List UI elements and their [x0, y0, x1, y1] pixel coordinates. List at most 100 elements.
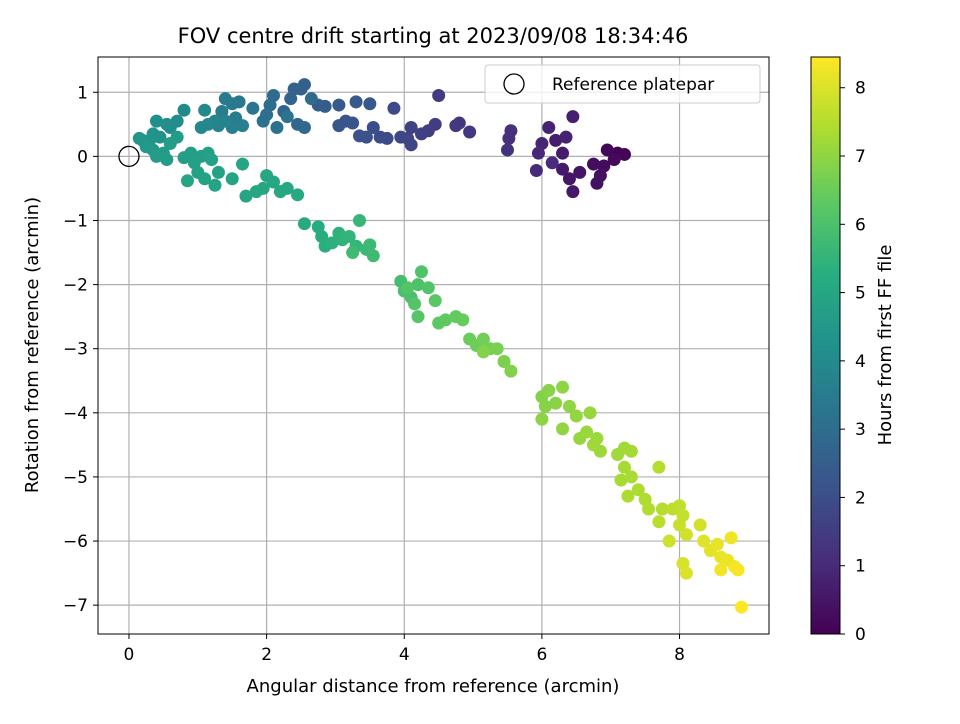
scatter-point [411, 310, 425, 324]
scatter-point [332, 119, 346, 133]
scatter-point [297, 217, 311, 231]
scatter-point [624, 444, 638, 458]
y-tick-label: −4 [63, 404, 88, 424]
scatter-point [652, 460, 666, 474]
colorbar-tick-label: 2 [855, 488, 866, 508]
scatter-point [542, 383, 556, 397]
scatter-point [456, 313, 470, 327]
scatter-point [218, 92, 232, 106]
scatter-point [673, 518, 687, 532]
scatter-point [401, 281, 415, 295]
scatter-point [710, 537, 724, 551]
scatter-point [366, 249, 380, 263]
scatter-point [363, 238, 377, 252]
legend-entry-reference: Reference platepar [552, 75, 714, 95]
legend-box [484, 64, 761, 104]
scatter-point [246, 101, 260, 115]
scatter-point [160, 117, 174, 131]
scatter-point [304, 92, 318, 106]
x-axis-ticks: 0 2 4 6 8 [124, 634, 685, 665]
scatter-point [346, 246, 360, 260]
y-tick-label: 0 [77, 147, 88, 167]
y-tick-label: 1 [77, 83, 88, 103]
x-tick-label: 0 [124, 645, 135, 665]
scatter-point [617, 147, 631, 161]
scatter-point [325, 236, 339, 250]
x-tick-label: 4 [399, 645, 410, 665]
scatter-point [342, 230, 356, 244]
y-tick-label: −2 [63, 276, 88, 296]
scatter-point [504, 364, 518, 378]
scatter-point [153, 130, 167, 144]
colorbar-tick-label: 0 [855, 625, 866, 645]
colorbar-tick-label: 3 [855, 420, 866, 440]
scatter-point [562, 172, 576, 186]
legend-marker-icon [503, 73, 525, 95]
scatter-point [587, 157, 601, 171]
scatter-point [349, 95, 363, 109]
scatter-point [256, 114, 270, 128]
scatter-point [500, 143, 514, 157]
scatter-point [198, 172, 212, 186]
scatter-point [160, 153, 174, 167]
scatter-point [463, 125, 477, 139]
scatter-point [476, 345, 490, 359]
scatter-point [621, 489, 635, 503]
scatter-point [693, 518, 707, 532]
scatter-point [556, 146, 570, 160]
scatter-point [556, 380, 570, 394]
scatter-point [291, 188, 305, 202]
scatter-point [569, 409, 583, 423]
scatter-point [562, 399, 576, 413]
scatter-point [542, 121, 556, 135]
scatter-point [559, 130, 573, 144]
scatter-point [679, 566, 693, 580]
scatter-point [714, 563, 728, 577]
scatter-point [556, 422, 570, 436]
scatter-point [366, 121, 380, 135]
y-tick-label: −7 [63, 596, 88, 616]
colorbar-tick-label: 4 [855, 352, 866, 372]
scatter-point [439, 313, 453, 327]
scatter-point [353, 129, 367, 143]
scatter-point [731, 563, 745, 577]
scatter-point [297, 121, 311, 135]
scatter-point [679, 528, 693, 542]
scatter-point [387, 101, 401, 115]
x-axis-label: Angular distance from reference (arcmin) [247, 676, 620, 697]
scatter-point [538, 399, 552, 413]
scatter-point [476, 332, 490, 346]
scatter-points [132, 78, 748, 614]
scatter-point [394, 130, 408, 144]
scatter-point [411, 278, 425, 292]
colorbar-tick-label: 5 [855, 284, 866, 304]
colorbar-tick-label: 8 [855, 79, 866, 99]
scatter-point [373, 130, 387, 144]
scatter-point [421, 281, 435, 295]
scatter-point [724, 531, 738, 545]
x-tick-label: 6 [536, 645, 547, 665]
scatter-point [414, 127, 428, 141]
scatter-point [205, 153, 219, 167]
scatter-point [208, 178, 222, 192]
scatter-point [529, 163, 543, 177]
scatter-point [404, 138, 418, 152]
scatter-point [266, 175, 280, 189]
y-tick-label: −5 [63, 468, 88, 488]
scatter-point [531, 146, 545, 160]
scatter-point [497, 355, 511, 369]
scatter-point [428, 294, 442, 308]
scatter-point [404, 121, 418, 135]
scatter-point [256, 181, 270, 195]
scatter-point [583, 406, 597, 420]
scatter-point [353, 213, 367, 227]
scatter-point [662, 534, 676, 548]
scatter-point [236, 119, 250, 133]
scatter-point [556, 162, 570, 176]
scatter-point [332, 98, 346, 112]
scatter-point [363, 97, 377, 111]
scatter-point [566, 185, 580, 199]
scatter-point [573, 165, 587, 179]
scatter-point [211, 165, 225, 179]
scatter-point [624, 470, 638, 484]
